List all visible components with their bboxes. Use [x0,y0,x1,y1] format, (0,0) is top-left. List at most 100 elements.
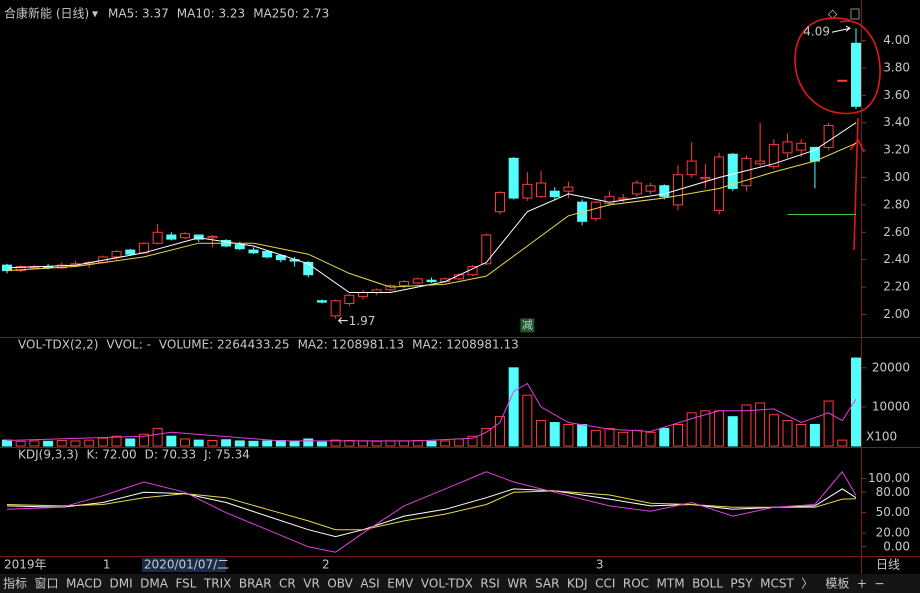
volume-average-line [6,382,857,442]
candle-body [782,141,793,154]
candle-body [111,250,122,258]
candle-body [508,157,519,199]
volume-bar [152,427,163,447]
volume-bar [522,394,533,447]
volume-bar [125,438,136,447]
volume-bar [481,427,492,447]
volume-bar [618,431,629,447]
candle-body [330,300,341,317]
indicator-tab[interactable]: EMV [387,577,414,591]
indicator-tab[interactable]: ROC [623,577,649,591]
volume-bar [645,431,656,447]
indicator-tab[interactable]: 模板 [825,577,849,591]
candle-body [837,79,848,82]
y-tick-label: 3.20 [883,143,910,157]
low-arrow [337,317,348,324]
indicator-tab[interactable]: DMI [110,577,133,591]
period-label[interactable]: 日线 [876,558,900,572]
indicator-tab[interactable]: RSI [480,577,500,591]
y-tick-label: 2.60 [883,225,910,239]
indicator-tab[interactable]: MCST [760,577,794,591]
candle-body [344,294,355,305]
indicator-tab[interactable]: CR [279,577,296,591]
indicator-tab[interactable]: + [857,577,867,591]
indicator-tab[interactable]: CCI [595,577,615,591]
candle-body [248,249,259,254]
diamond-icon[interactable]: ◇ [828,7,838,21]
candle-body [727,153,738,189]
volume-bar [97,437,108,447]
indicator-tab[interactable]: WR [507,577,527,591]
volume-bar [426,440,437,447]
volume-bar [604,427,615,447]
indicator-line [6,488,857,538]
candle-body [234,244,245,250]
legend-entry: KDJ(9,3,3) [18,448,79,462]
candle-body [645,185,656,192]
volume-bar [43,440,54,447]
y-tick-label: 2.20 [883,280,910,294]
indicator-tab[interactable]: FSL [175,577,196,591]
y-tick-label: 2.40 [883,252,910,266]
volume-bar [768,414,779,447]
volume-bar [56,440,67,447]
volume-bar [741,404,752,447]
candle-body [152,231,163,244]
volume-bar [316,441,327,447]
indicator-tab[interactable]: PSY [730,577,753,591]
dropdown-icon[interactable]: ▾ [92,7,98,21]
y-tick-label: 3.60 [883,88,910,102]
indicator-tab[interactable]: BRAR [239,577,272,591]
volume-bar [207,440,218,447]
volume-bar [262,440,273,447]
indicator-tab[interactable]: TRIX [203,577,231,591]
timeline-label: 1 [103,558,111,572]
volume-bar [809,424,820,447]
legend-entry: VOL-TDX(2,2) [18,338,98,352]
indicator-tab[interactable]: DMA [140,577,169,591]
candle-body [316,300,327,303]
legend-entry: K: 72.00 [87,448,137,462]
candle-body [481,234,492,265]
legend-entry: MA2: 1208981.13 [298,338,405,352]
low-price-label: 1.97 [349,314,376,328]
y-tick-label: 3.80 [883,60,910,74]
indicator-tab[interactable]: 窗口 [35,577,59,591]
candle-body [823,124,834,148]
y-tick-label: 10000 [872,399,910,413]
candle-body [358,292,369,298]
candle-body [659,185,670,198]
volume-bar [782,420,793,447]
indicator-tab[interactable]: − [874,577,884,591]
y-tick-label: 100.00 [868,471,910,485]
indicator-tab[interactable]: VR [303,577,320,591]
candle-body [207,235,218,239]
legend-entry: MA250: 2.73 [253,7,329,21]
box-icon[interactable] [850,8,860,20]
candle-body [536,182,547,198]
volume-bar [672,424,683,447]
candle-body [262,250,273,258]
candle-body [590,201,601,220]
y-tick-label: 80.00 [876,485,910,499]
indicator-tab[interactable]: 〉 [801,577,813,591]
candle-body [809,146,820,162]
indicator-tab[interactable]: ASI [360,577,379,591]
volume-bar [823,400,834,447]
volume-bar [358,440,369,447]
indicator-tab[interactable]: OBV [327,577,353,591]
timeline-highlight [141,558,226,572]
indicator-tab[interactable]: KDJ [567,577,588,591]
volume-bar [193,439,204,447]
volume-bar [15,440,26,447]
indicator-tab[interactable]: VOL-TDX [421,577,473,591]
indicator-tab[interactable]: MACD [66,577,102,591]
indicator-tab[interactable]: SAR [535,577,559,591]
candle-body [399,281,410,287]
indicator-tab[interactable]: BOLL [692,577,723,591]
indicator-tab[interactable]: 指标 [3,576,27,591]
indicator-tab[interactable]: MTM [657,577,685,591]
candle-body [56,264,67,269]
y-tick-label: 0.00 [883,539,910,553]
